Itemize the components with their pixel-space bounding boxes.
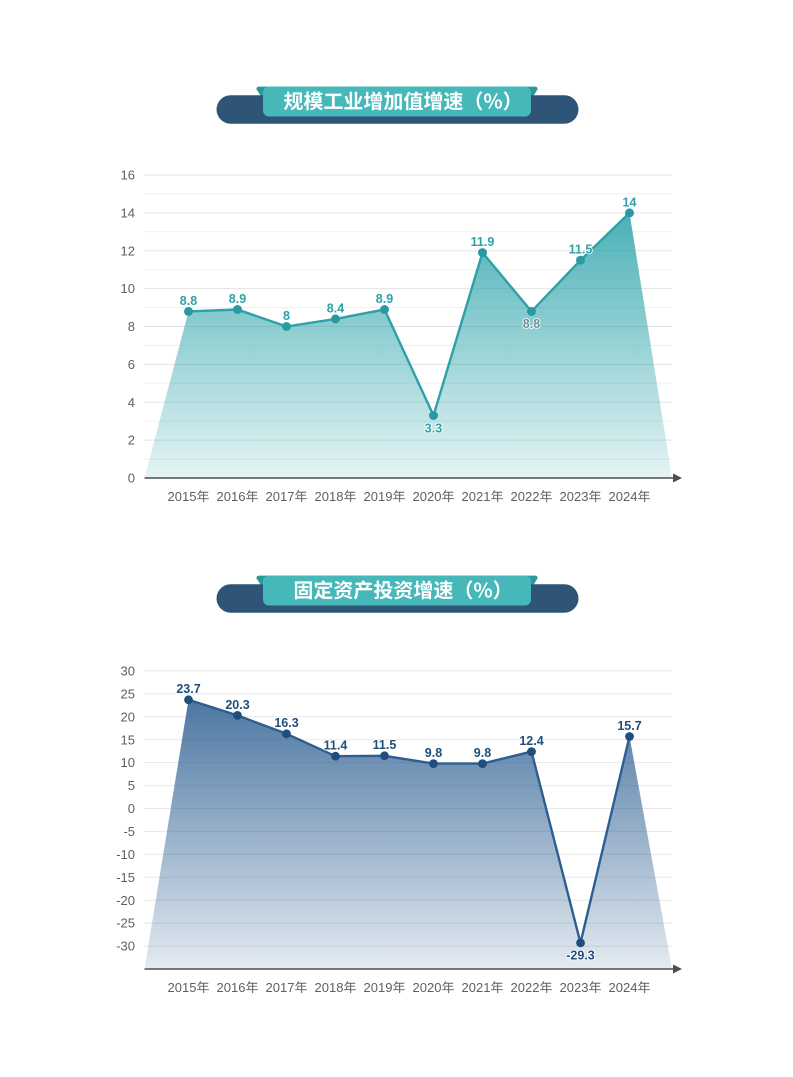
svg-text:2023: 2023 <box>560 489 589 504</box>
svg-text:11.9: 11.9 <box>471 235 495 249</box>
svg-text:0: 0 <box>128 471 135 486</box>
svg-text:2016: 2016 <box>217 489 246 504</box>
svg-text:-30: -30 <box>116 939 135 954</box>
svg-text:8.4: 8.4 <box>327 301 344 315</box>
svg-text:9.8: 9.8 <box>425 746 442 760</box>
svg-text:11.5: 11.5 <box>569 243 593 257</box>
svg-text:8.9: 8.9 <box>229 292 246 306</box>
svg-text:25: 25 <box>121 687 135 702</box>
svg-text:2015: 2015 <box>168 489 197 504</box>
svg-text:-5: -5 <box>123 824 135 839</box>
svg-text:20: 20 <box>121 709 135 724</box>
svg-text:8: 8 <box>283 309 290 323</box>
svg-text:-25: -25 <box>116 916 135 931</box>
svg-text:8: 8 <box>128 319 135 334</box>
svg-text:2020: 2020 <box>413 489 442 504</box>
svg-text:16.3: 16.3 <box>274 716 298 730</box>
svg-text:8.8: 8.8 <box>180 294 197 308</box>
svg-text:2019: 2019 <box>364 489 393 504</box>
svg-text:16: 16 <box>121 168 135 183</box>
svg-text:2: 2 <box>128 433 135 448</box>
svg-text:-15: -15 <box>116 870 135 885</box>
svg-text:2017: 2017 <box>266 980 295 995</box>
svg-text:2016: 2016 <box>217 980 246 995</box>
svg-text:-20: -20 <box>116 893 135 908</box>
svg-text:-29.3: -29.3 <box>566 949 595 963</box>
svg-text:2022: 2022 <box>511 980 540 995</box>
svg-text:2024: 2024 <box>609 489 638 504</box>
svg-text:20.3: 20.3 <box>225 698 249 712</box>
svg-text:14: 14 <box>121 206 135 221</box>
svg-text:11.5: 11.5 <box>373 738 397 752</box>
svg-text:12: 12 <box>121 243 135 258</box>
svg-text:0: 0 <box>128 801 135 816</box>
svg-text:12.4: 12.4 <box>519 734 543 748</box>
svg-text:2021: 2021 <box>462 980 491 995</box>
svg-text:23.7: 23.7 <box>176 682 200 696</box>
svg-text:9.8: 9.8 <box>474 746 491 760</box>
svg-text:11.4: 11.4 <box>324 739 348 753</box>
svg-text:10: 10 <box>121 281 135 296</box>
svg-text:-10: -10 <box>116 847 135 862</box>
svg-text:2021: 2021 <box>462 489 491 504</box>
svg-text:2019: 2019 <box>364 980 393 995</box>
svg-text:15.7: 15.7 <box>617 719 641 733</box>
svg-text:15: 15 <box>121 732 135 747</box>
svg-text:10: 10 <box>121 755 135 770</box>
svg-text:8.9: 8.9 <box>376 292 393 306</box>
svg-text:5: 5 <box>128 778 135 793</box>
svg-text:6: 6 <box>128 357 135 372</box>
svg-text:3.3: 3.3 <box>425 421 442 435</box>
svg-text:8.8: 8.8 <box>523 317 540 331</box>
svg-text:2020: 2020 <box>413 980 442 995</box>
svg-text:4: 4 <box>128 395 135 410</box>
svg-text:14: 14 <box>623 195 637 209</box>
svg-text:2018: 2018 <box>315 489 344 504</box>
svg-text:2023: 2023 <box>560 980 589 995</box>
svg-text:30: 30 <box>121 664 135 679</box>
svg-text:2015: 2015 <box>168 980 197 995</box>
svg-text:2018: 2018 <box>315 980 344 995</box>
svg-text:2024: 2024 <box>609 980 638 995</box>
svg-text:2022: 2022 <box>511 489 540 504</box>
svg-text:2017: 2017 <box>266 489 295 504</box>
